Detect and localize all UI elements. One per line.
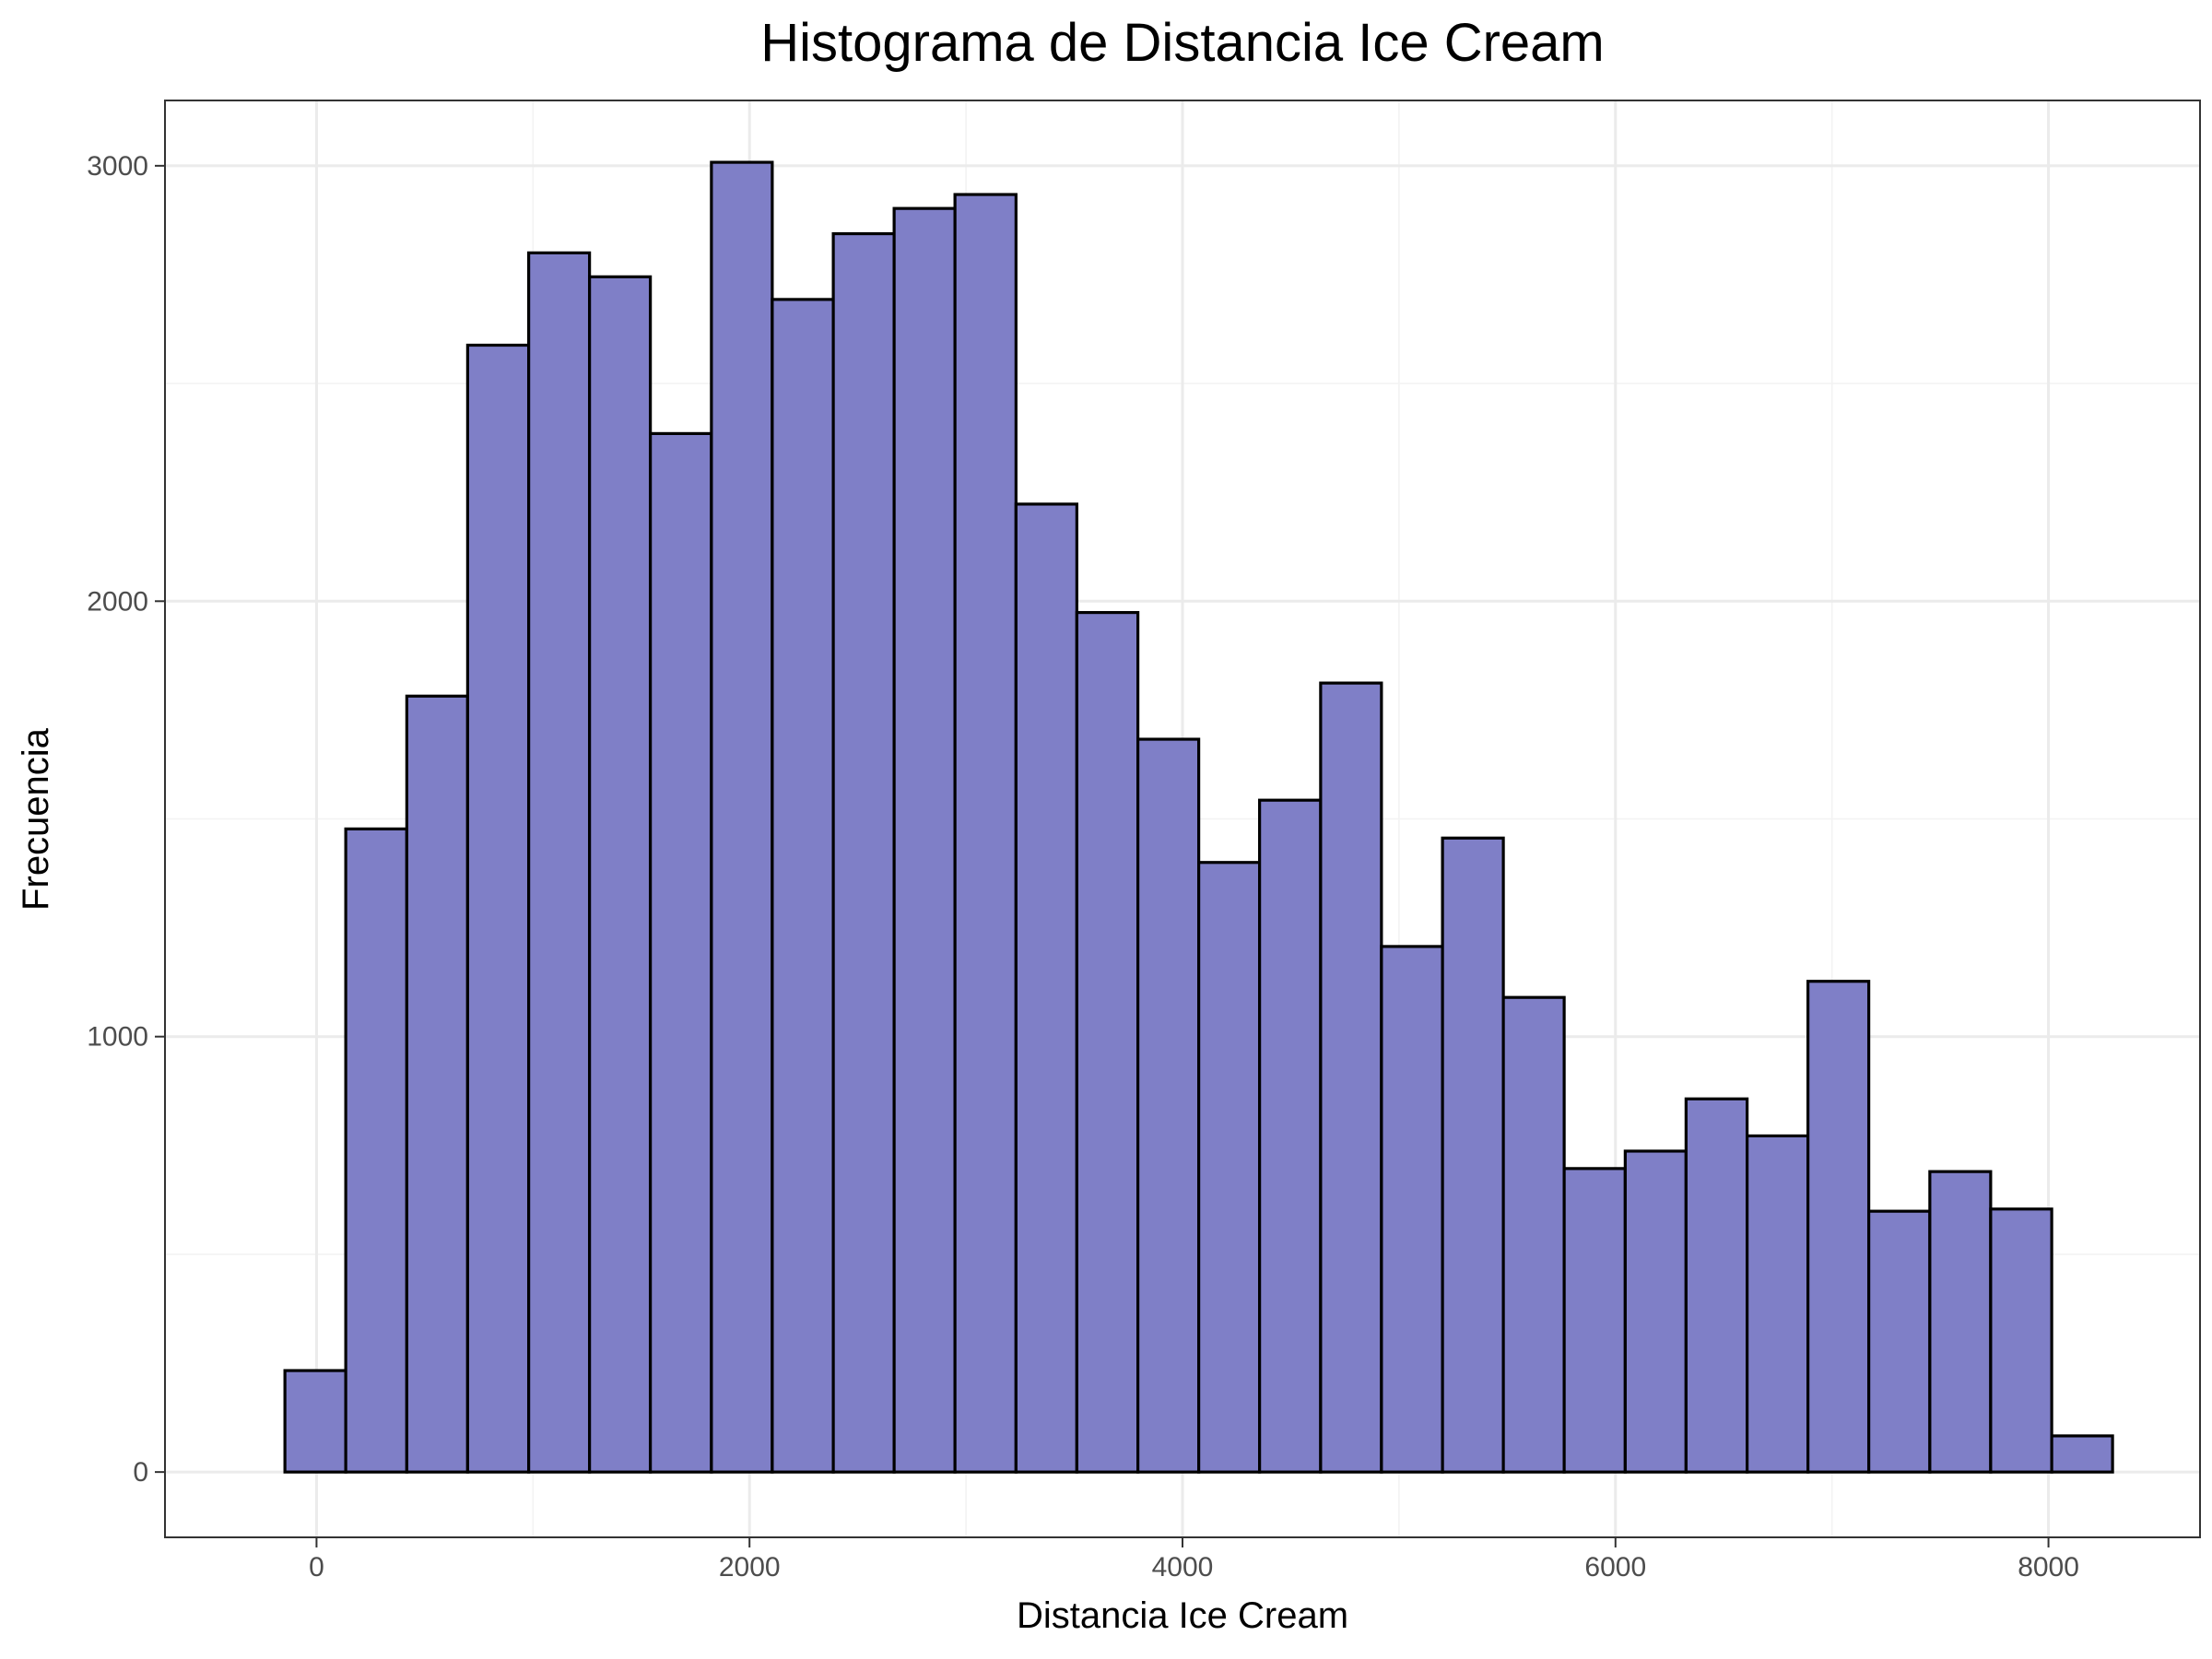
histogram-bar [527, 251, 592, 1474]
histogram-bar [465, 343, 531, 1474]
histogram-bar [1075, 610, 1140, 1474]
histogram-bar [1806, 980, 1871, 1474]
x-axis: 0 2000 4000 6000 8000 [309, 1537, 2079, 1583]
y-tick-label: 0 [133, 1457, 148, 1488]
histogram-bar [710, 160, 774, 1474]
histogram-bars [283, 160, 2114, 1474]
y-tick-label: 3000 [87, 151, 148, 182]
histogram-bar [831, 231, 896, 1474]
histogram-bar [405, 694, 469, 1474]
histogram-bar [1989, 1207, 2053, 1474]
histogram-bar [1623, 1149, 1688, 1474]
histogram-bar [1319, 681, 1383, 1474]
y-axis-label: Frecuencia [16, 727, 56, 911]
y-axis: 0 1000 2000 3000 [87, 151, 165, 1488]
y-tick-label: 2000 [87, 586, 148, 617]
x-tick-label: 6000 [1584, 1552, 1646, 1583]
histogram-bar [1867, 1209, 1932, 1474]
histogram-bar [1562, 1167, 1627, 1474]
histogram-bar [1014, 502, 1078, 1474]
histogram-bar [1501, 995, 1566, 1474]
histogram-bar [649, 431, 713, 1474]
histogram-bar [1684, 1097, 1749, 1474]
histogram-bar [771, 298, 835, 1474]
histogram-bar [1928, 1170, 1993, 1474]
histogram-bar [1746, 1134, 1810, 1474]
x-tick-label: 8000 [2018, 1552, 2079, 1583]
x-axis-label: Distancia Ice Cream [1017, 1595, 1348, 1636]
histogram-bar [344, 827, 408, 1474]
histogram-bar [1380, 945, 1444, 1474]
x-tick-label: 0 [309, 1552, 324, 1583]
histogram-bar [953, 193, 1018, 1474]
histogram-bar [2050, 1434, 2114, 1474]
x-tick-label: 4000 [1152, 1552, 1214, 1583]
histogram-bar [283, 1369, 347, 1474]
histogram-bar [588, 275, 653, 1474]
y-tick-label: 1000 [87, 1022, 148, 1053]
histogram-bar [892, 206, 957, 1474]
chart-title: Histograma de Distancia Ice Cream [760, 13, 1604, 73]
histogram-bar [1258, 798, 1323, 1474]
histogram-bar [1197, 861, 1262, 1474]
histogram-bar [1441, 836, 1505, 1474]
x-tick-label: 2000 [719, 1552, 781, 1583]
histogram-bar [1136, 737, 1201, 1474]
